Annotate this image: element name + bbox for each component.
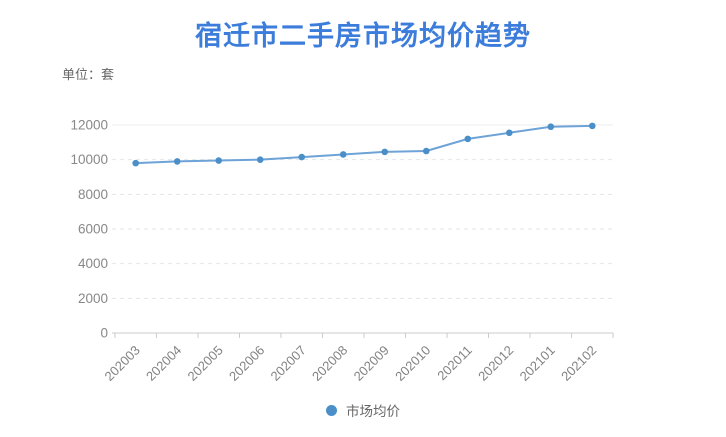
x-axis-label: 202004: [143, 343, 184, 384]
data-point[interactable]: [215, 157, 223, 164]
data-point[interactable]: [464, 135, 472, 143]
x-axis-label: 202102: [558, 343, 599, 384]
data-point[interactable]: [256, 156, 264, 163]
data-point[interactable]: [505, 129, 513, 137]
y-axis-label: 0: [100, 326, 108, 341]
data-point[interactable]: [298, 153, 306, 161]
x-axis-label: 202010: [392, 343, 433, 384]
legend-item-label: 市场均价: [346, 404, 400, 419]
data-point[interactable]: [381, 148, 389, 156]
y-axis-label: 8000: [78, 187, 108, 202]
x-axis-label: 202005: [185, 343, 226, 384]
y-axis-label: 6000: [78, 222, 108, 237]
legend-item-market-price[interactable]: 市场均价: [326, 400, 400, 420]
y-axis-label: 10000: [70, 152, 108, 167]
data-point[interactable]: [422, 147, 430, 155]
x-axis-label: 202007: [268, 343, 309, 384]
x-axis-label: 202101: [517, 343, 558, 384]
data-point[interactable]: [132, 159, 139, 167]
y-axis-label: 2000: [78, 291, 108, 306]
y-axis-label: 4000: [78, 256, 108, 271]
x-axis-label: 202008: [309, 343, 350, 384]
x-axis-label: 202012: [475, 343, 516, 384]
data-point[interactable]: [589, 122, 596, 130]
legend-dot-icon: [326, 404, 337, 416]
unit-label: 单位：套: [62, 67, 115, 82]
x-axis-label: 202011: [434, 343, 475, 384]
data-point[interactable]: [547, 123, 555, 131]
x-axis-label: 202006: [226, 343, 267, 384]
legend: 市场均价: [0, 400, 726, 420]
y-axis-label: 12000: [70, 118, 108, 133]
data-point[interactable]: [173, 158, 181, 165]
series-line: [134, 124, 594, 165]
x-axis-label: 202009: [351, 343, 392, 384]
data-point[interactable]: [339, 151, 347, 158]
x-axis-label: 202003: [102, 343, 143, 384]
chart-title: 宿迁市二手房市场均价趋势: [195, 21, 531, 51]
